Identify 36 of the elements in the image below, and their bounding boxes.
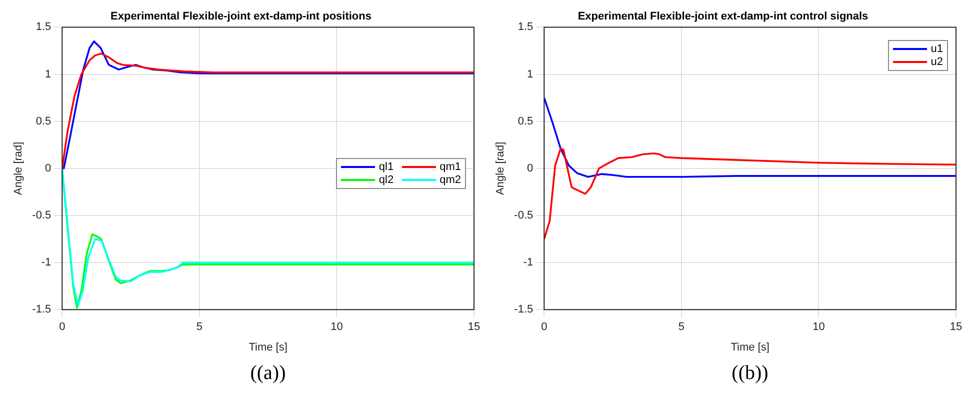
legend-label: qm1 — [440, 161, 461, 173]
x-tick-label: 10 — [330, 321, 343, 334]
legend-label: u2 — [930, 56, 943, 68]
y-tick-label: -0.5 — [514, 210, 534, 222]
y-tick-label: -1 — [523, 256, 534, 269]
chart-title: Experimental Flexible-joint ext-damp-int control signals — [578, 10, 868, 23]
x-tick-label: 5 — [678, 321, 684, 334]
x-tick-label: 15 — [468, 321, 480, 334]
y-tick-label: -1.5 — [32, 304, 52, 316]
y-tick-label: 0.5 — [36, 115, 52, 128]
legend-label: u1 — [930, 43, 943, 55]
y-tick-label: 1.5 — [36, 21, 52, 34]
x-tick-label: 5 — [196, 321, 202, 334]
chart-title: Experimental Flexible-joint ext-damp-int positions — [110, 10, 372, 23]
x-axis-title: Time [s] — [248, 341, 288, 354]
x-tick-label: 15 — [950, 321, 962, 334]
x-tick-label: 0 — [59, 321, 66, 334]
y-tick-label: 0 — [527, 162, 534, 174]
y-axis-title: Angle [rad] — [12, 142, 25, 195]
legend-label: qm2 — [440, 174, 461, 186]
x-tick-label: 0 — [541, 321, 548, 334]
legend-label: ql1 — [378, 161, 394, 173]
text: ((b)) — [730, 362, 770, 385]
y-tick-label: -1.5 — [514, 304, 534, 316]
y-tick-label: 0.5 — [518, 115, 534, 128]
y-tick-label: 1 — [527, 68, 534, 80]
legend-label: ql2 — [378, 174, 394, 186]
x-axis-title: Time [s] — [730, 341, 770, 354]
y-tick-label: 1 — [45, 68, 52, 80]
y-tick-label: -1 — [41, 256, 52, 269]
y-axis-title: Angle [rad] — [494, 142, 507, 195]
y-tick-label: -0.5 — [32, 210, 52, 222]
text: ((a)) — [249, 362, 287, 385]
x-tick-label: 10 — [812, 321, 825, 334]
y-tick-label: 1.5 — [518, 21, 534, 34]
y-tick-label: 0 — [45, 162, 52, 174]
